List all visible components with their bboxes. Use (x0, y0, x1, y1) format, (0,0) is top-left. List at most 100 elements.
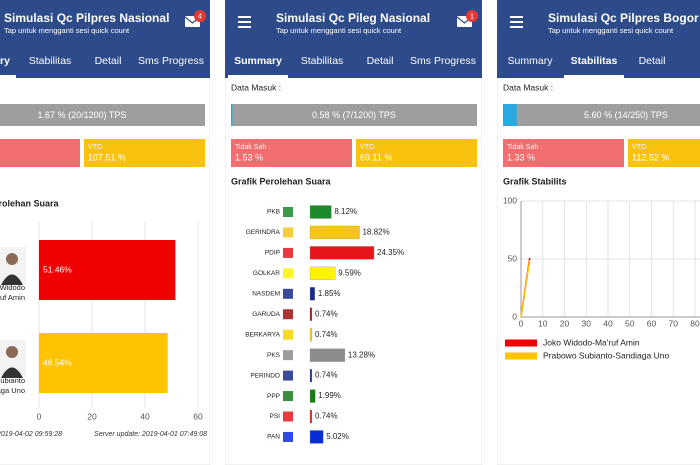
party-logo (283, 431, 293, 442)
tab[interactable]: Stabilitas (29, 55, 72, 67)
party-name: GERINDRA (246, 229, 281, 236)
badge (194, 10, 206, 22)
bar-label: 0.74% (315, 309, 338, 318)
party-name: PSI (270, 413, 281, 420)
party-logo (283, 350, 293, 361)
inbox-button[interactable]: 4 (184, 10, 206, 27)
party-name: PAN (267, 434, 280, 441)
data-label: Data Masuk : (231, 82, 281, 92)
chart-title: Grafik Perolehan Suara (0, 198, 60, 208)
x-tick-label: 60 (647, 318, 657, 328)
party-logo (283, 227, 293, 238)
party-name: PPP (267, 393, 280, 400)
party-logo (283, 288, 293, 299)
party-logo (283, 391, 293, 402)
x-tick-label: 10 (538, 318, 548, 328)
badge (466, 10, 478, 22)
vto-box (356, 139, 477, 167)
x-tick-label: 40 (603, 318, 613, 328)
party-name: GARUDA (252, 311, 280, 318)
x-tick-label: 20 (560, 318, 570, 328)
bar-label: 0.74% (315, 371, 338, 380)
tab[interactable]: Stabilitas (571, 55, 618, 67)
party-name: PKS (267, 352, 281, 359)
tab[interactable]: Detail (367, 55, 394, 67)
bar (309, 225, 360, 240)
menu-button[interactable] (510, 16, 523, 28)
party-logo (283, 329, 293, 340)
tab-indicator (0, 75, 16, 78)
party-name: GOLKAR (253, 270, 280, 277)
legend-swatch (505, 352, 537, 360)
bar (309, 307, 313, 321)
app-subtitle: Tap untuk mengganti sesi quick count (4, 26, 130, 35)
vto-box (84, 139, 205, 167)
menu-line (238, 26, 251, 28)
app-subtitle: Tap untuk mengganti sesi quick count (276, 26, 402, 35)
y-tick-label: 0 (512, 311, 517, 321)
app-title: Simulasi Qc Pilpres Nasional (4, 11, 169, 25)
bar (309, 430, 324, 444)
chart-title: Grafik Stabilits (503, 176, 567, 186)
tab[interactable]: Sms Progress (410, 55, 476, 67)
local-time: 2019-04-02 09:59:28 (0, 431, 62, 438)
tab[interactable]: Detail (639, 55, 666, 67)
tab[interactable]: Summary (0, 55, 10, 67)
app-title: Simulasi Qc Pileg Nasional (276, 11, 430, 25)
bar-label: 8.12% (334, 207, 357, 216)
invalid-value: 1.33 % (507, 152, 535, 162)
y-tick-label: 50 (508, 253, 518, 263)
party-logo (283, 268, 293, 279)
tab[interactable]: Summary (508, 55, 554, 67)
tab[interactable]: Stabilitas (301, 55, 344, 67)
tab[interactable]: Detail (95, 55, 122, 67)
x-tick-label: 20 (87, 411, 97, 421)
bar (309, 246, 375, 260)
vto-label: VTO (88, 144, 103, 151)
bar (309, 205, 332, 219)
progress-fill (503, 104, 517, 126)
legend-label: Joko Widodo-Ma'ruf Amin (543, 337, 640, 347)
invalid-box (231, 139, 352, 167)
bar-label: 5.02% (326, 432, 349, 441)
tab[interactable]: Sms Progress (138, 55, 204, 67)
menu-line (510, 26, 523, 28)
invalid-value: 1.53 % (235, 152, 263, 162)
vto-value: 112.52 % (632, 152, 669, 162)
party-name: PDIP (265, 250, 280, 257)
candidate-name: Ma'ruf Amin (0, 293, 25, 302)
bar (39, 240, 176, 300)
tab[interactable]: Summary (234, 55, 282, 67)
badge-count: 1 (470, 13, 474, 20)
menu-line (238, 16, 251, 18)
chart-title: Grafik Perolehan Suara (231, 176, 332, 186)
legend-swatch (505, 339, 537, 347)
bar (39, 333, 168, 393)
vto-value: 107.51 % (88, 152, 126, 162)
x-tick-label: 0 (37, 411, 42, 421)
candidate-name: Joko Widodo (0, 283, 25, 292)
x-tick-label: 50 (625, 318, 635, 328)
x-tick-label: 80 (690, 318, 700, 328)
bar (309, 348, 346, 362)
bar-label: 0.74% (315, 330, 338, 339)
party-logo (283, 370, 293, 381)
party-logo (283, 309, 293, 320)
series-line (520, 260, 531, 318)
vto-label: VTO (360, 144, 375, 151)
progress-fill (231, 104, 233, 126)
candidate-name: Sandiaga Uno (0, 386, 25, 395)
progress-track (231, 104, 477, 126)
inbox-button[interactable]: 1 (456, 10, 478, 27)
tab-indicator (564, 75, 624, 78)
menu-button[interactable] (238, 16, 251, 28)
party-name: BERKARYA (245, 331, 280, 338)
bar-label: 9.59% (338, 268, 361, 277)
party-name: PERINDO (250, 372, 280, 379)
menu-line (510, 21, 523, 23)
y-tick-label: 100 (503, 195, 517, 205)
app-subtitle: Tap untuk mengganti sesi quick count (548, 26, 674, 35)
